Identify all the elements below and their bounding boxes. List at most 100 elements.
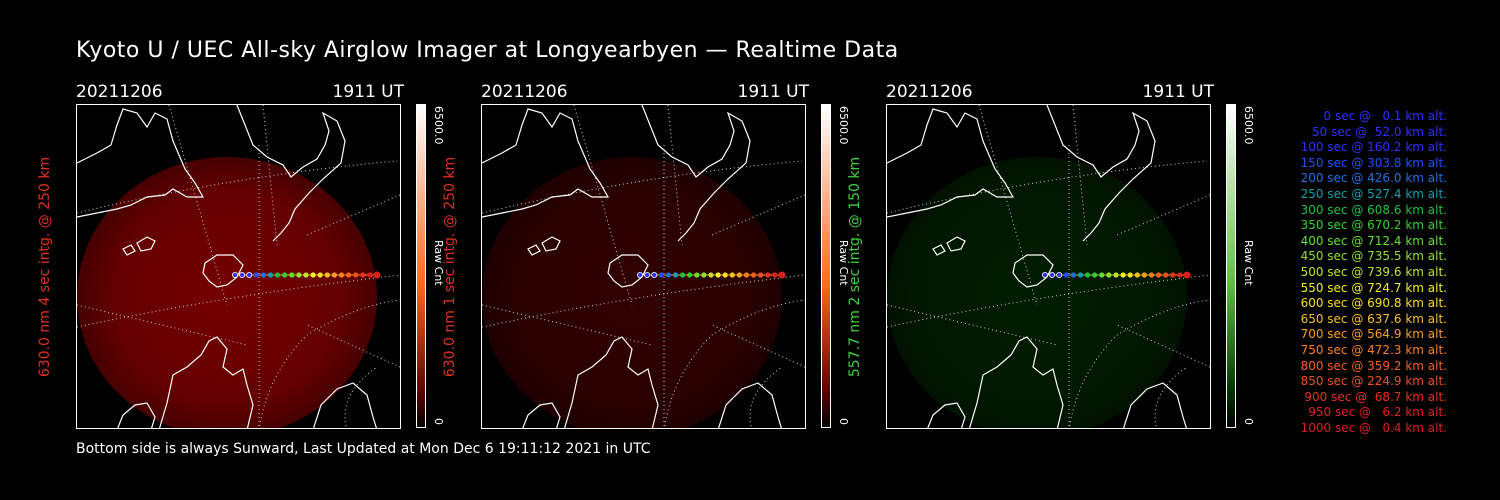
legend-item: 700 sec @ 564.9 km alt. xyxy=(1300,327,1447,342)
colorbar-max: 6500.0 xyxy=(837,106,850,145)
panel-date: 20211206 xyxy=(886,82,973,102)
allsky-map-svg xyxy=(887,105,1210,428)
panel-630nm-1sec: 20211206 1911 UT 630.0 nm 1 sec intg. @ … xyxy=(442,80,901,430)
legend-item: 600 sec @ 690.8 km alt. xyxy=(1300,296,1447,311)
trajectory-point xyxy=(1041,271,1048,278)
panel-time: 1911 UT xyxy=(332,82,405,102)
panel-ylabel: 630.0 nm 4 sec intg. @ 250 km xyxy=(30,104,60,429)
panel-ylabel-text: 557.7 nm 2 sec intg. @ 150 km xyxy=(847,156,863,377)
airglow-image xyxy=(482,157,782,428)
colorbar-unit: Raw Cnt xyxy=(432,240,445,286)
trajectory-point xyxy=(373,271,381,279)
trajectory-point xyxy=(644,271,651,278)
trajectory-point xyxy=(672,272,679,278)
panel-time: 1911 UT xyxy=(737,82,810,102)
trajectory-point xyxy=(694,272,700,278)
coastlines xyxy=(887,105,1188,428)
colorbar-unit: Raw Cnt xyxy=(1242,240,1255,286)
trajectory-point xyxy=(338,272,345,278)
allsky-map-svg xyxy=(77,105,400,428)
legend-item: 750 sec @ 472.3 km alt. xyxy=(1300,342,1447,357)
colorbar-unit: Raw Cnt xyxy=(837,240,850,286)
legend-item: 900 sec @ 68.7 km alt. xyxy=(1304,389,1447,404)
legend-item: 650 sec @ 637.6 km alt. xyxy=(1300,311,1447,326)
trajectory-point xyxy=(1177,272,1183,278)
panel-ylabel: 557.7 nm 2 sec intg. @ 150 km xyxy=(840,104,870,429)
coastlines xyxy=(77,105,378,428)
trajectory-point xyxy=(296,272,302,278)
trajectory-point xyxy=(687,272,693,278)
trajectory-point xyxy=(267,272,274,278)
colorbar-max: 6500.0 xyxy=(1242,106,1255,145)
trajectory-point xyxy=(1134,272,1140,278)
legend-item: 350 sec @ 670.2 km alt. xyxy=(1300,218,1447,233)
legend-item: 500 sec @ 739.6 km alt. xyxy=(1300,264,1447,279)
colorbar xyxy=(1226,104,1236,428)
trajectory-point xyxy=(239,271,246,278)
trajectory-point xyxy=(680,272,686,278)
colorbar-max: 6500.0 xyxy=(432,106,445,145)
trajectory-point xyxy=(665,272,671,278)
geo-grid xyxy=(482,105,805,428)
trajectory-point xyxy=(636,271,643,278)
trajectory-point xyxy=(246,271,253,278)
legend-item: 50 sec @ 52.0 km alt. xyxy=(1312,124,1447,139)
trajectory-point xyxy=(1070,272,1076,278)
trajectory-point xyxy=(231,271,238,278)
panel-ylabel: 630.0 nm 1 sec intg. @ 250 km xyxy=(435,104,465,429)
legend-item: 850 sec @ 224.9 km alt. xyxy=(1300,374,1447,389)
legend-item: 800 sec @ 359.2 km alt. xyxy=(1300,358,1447,373)
colorbar xyxy=(821,104,831,428)
trajectory-point xyxy=(715,272,721,278)
trajectory-point xyxy=(310,272,316,278)
panel-ylabel-text: 630.0 nm 1 sec intg. @ 250 km xyxy=(442,156,458,377)
trajectory-point xyxy=(253,272,259,278)
trajectory-point xyxy=(324,272,330,278)
panel-date: 20211206 xyxy=(481,82,568,102)
trajectory-point xyxy=(758,272,764,278)
trajectory-point xyxy=(260,272,266,278)
trajectory-point xyxy=(317,272,323,278)
trajectory-point xyxy=(1183,271,1191,279)
trajectory-point xyxy=(1077,272,1084,278)
trajectory-point xyxy=(1127,272,1133,278)
trajectory-point xyxy=(367,272,373,278)
trajectory-point xyxy=(1156,272,1162,278)
geo-grid xyxy=(887,105,1210,428)
coastlines xyxy=(482,105,783,428)
allsky-map xyxy=(76,104,401,429)
trajectory-point xyxy=(651,271,658,278)
trajectory-point xyxy=(736,272,742,278)
trajectory-point xyxy=(772,272,778,278)
trajectory-point xyxy=(331,272,337,278)
trajectory-point xyxy=(1056,271,1063,278)
trajectory-point xyxy=(708,272,714,278)
trajectory-point xyxy=(360,272,366,278)
trajectory-legend: 0 sec @ 0.1 km alt. 50 sec @ 52.0 km alt.… xyxy=(1262,109,1447,436)
trajectory-point xyxy=(1148,272,1155,278)
legend-item: 950 sec @ 6.2 km alt. xyxy=(1308,405,1447,420)
trajectory-point xyxy=(765,272,771,278)
rocket-trajectory xyxy=(1041,271,1191,279)
trajectory-point xyxy=(1120,272,1126,278)
rocket-trajectory xyxy=(231,271,381,279)
trajectory-point xyxy=(1141,272,1147,278)
trajectory-point xyxy=(303,272,309,278)
colorbar xyxy=(416,104,426,428)
panel-ylabel-text: 630.0 nm 4 sec intg. @ 250 km xyxy=(37,156,53,377)
panel-630nm-4sec: 20211206 1911 UT 630.0 nm 4 sec intg. @ … xyxy=(37,80,496,430)
footer-note: Bottom side is always Sunward, Last Upda… xyxy=(76,441,651,457)
rocket-trajectory xyxy=(636,271,786,279)
trajectory-point xyxy=(1099,272,1105,278)
colorbar-min: 0 xyxy=(1242,418,1255,425)
legend-item: 300 sec @ 608.6 km alt. xyxy=(1300,202,1447,217)
allsky-map xyxy=(886,104,1211,429)
legend-item: 250 sec @ 527.4 km alt. xyxy=(1300,186,1447,201)
legend-item: 0 sec @ 0.1 km alt. xyxy=(1323,109,1448,123)
colorbar-min: 0 xyxy=(837,418,850,425)
legend-item: 450 sec @ 735.5 km alt. xyxy=(1300,249,1447,264)
trajectory-point xyxy=(743,272,750,278)
trajectory-point xyxy=(701,272,707,278)
panel-time: 1911 UT xyxy=(1142,82,1215,102)
page-title: Kyoto U / UEC All-sky Airglow Imager at … xyxy=(76,38,899,63)
